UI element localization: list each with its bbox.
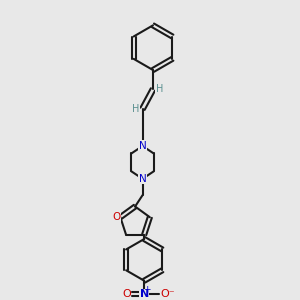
Text: O: O [122, 289, 131, 299]
Text: N: N [139, 174, 146, 184]
Text: N: N [140, 289, 149, 299]
Text: O⁻: O⁻ [160, 289, 175, 299]
Text: H: H [132, 104, 140, 114]
Text: +: + [143, 285, 151, 294]
Text: N: N [139, 141, 146, 151]
Text: O: O [113, 212, 121, 222]
Text: H: H [156, 84, 163, 94]
